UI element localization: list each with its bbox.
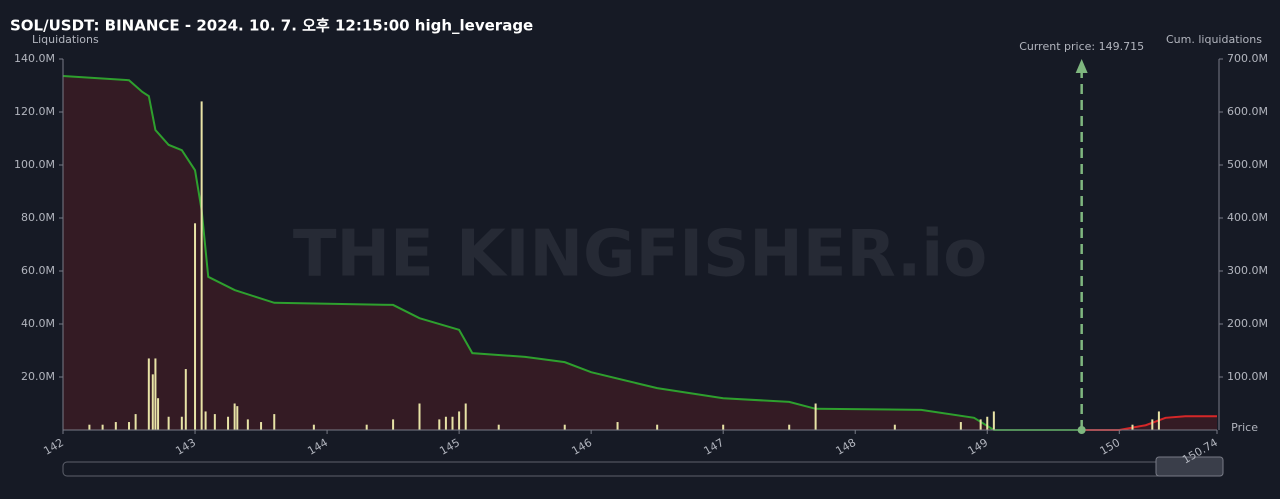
liquidation-bar xyxy=(458,411,461,430)
x-tick-label: 150 xyxy=(1098,436,1123,458)
y-tick-label: 60.0M xyxy=(21,264,55,277)
liquidation-bar xyxy=(814,403,817,430)
y2-tick-label: 700.0M xyxy=(1227,52,1268,65)
liquidation-bar xyxy=(227,416,230,430)
liquidation-bar xyxy=(365,424,368,430)
current-price-arrow xyxy=(1075,59,1088,73)
liquidation-bar xyxy=(722,424,725,430)
cum-area xyxy=(1081,416,1217,430)
plot-area xyxy=(62,74,1217,431)
liquidation-bar xyxy=(992,411,995,430)
x-tick-label: 143 xyxy=(173,436,198,458)
scroll-handle[interactable] xyxy=(1155,456,1224,477)
liquidation-bar xyxy=(1157,411,1160,430)
scrollbar[interactable] xyxy=(62,461,1224,477)
liquidation-bar xyxy=(101,424,104,430)
x-tick-label: 147 xyxy=(701,436,726,458)
liquidation-bar xyxy=(167,416,170,430)
current-price-label: Current price: 149.715 xyxy=(1019,40,1144,53)
liquidation-bar xyxy=(392,419,395,430)
liquidation-bar xyxy=(134,414,137,430)
y2-tick-label: 300.0M xyxy=(1227,264,1268,277)
y-tick-label: 140.0M xyxy=(14,52,55,65)
liquidation-bar xyxy=(438,419,441,430)
liquidation-bar xyxy=(451,416,454,430)
liquidation-bar xyxy=(246,419,249,430)
x-tick-label: 149 xyxy=(966,436,991,458)
liquidation-bar xyxy=(788,424,791,430)
x-tick-label: 148 xyxy=(834,436,859,458)
liquidation-bar xyxy=(200,101,203,431)
liquidation-bar xyxy=(444,416,447,430)
liquidation-bar xyxy=(464,403,467,430)
liquidation-bar xyxy=(236,406,239,430)
watermark: THE KINGFISHER.io xyxy=(293,218,987,292)
liquidation-bar xyxy=(213,414,216,430)
liquidation-bar xyxy=(194,223,197,430)
liquidation-bar xyxy=(979,419,982,430)
liquidation-bar xyxy=(1131,424,1134,430)
liquidation-bar xyxy=(1151,419,1154,430)
liquidation-bar xyxy=(184,369,187,430)
y-tick-label: 100.0M xyxy=(14,158,55,171)
x-tick-label: 142 xyxy=(41,436,66,458)
liquidation-bar xyxy=(273,414,276,430)
liquidation-bar xyxy=(616,422,619,430)
x-tick-label: 146 xyxy=(569,436,594,458)
liquidation-bar xyxy=(986,416,989,430)
liquidation-bar xyxy=(312,424,315,430)
liquidation-bar xyxy=(154,358,157,430)
liquidation-bar xyxy=(656,424,659,430)
liquidation-bar xyxy=(418,403,421,430)
y2-tick-label: 400.0M xyxy=(1227,211,1268,224)
liquidation-bar xyxy=(151,374,154,430)
liquidation-bar xyxy=(497,424,500,430)
current-price-value: 149.715 xyxy=(1099,40,1145,53)
y2-axis-title: Cum. liquidations xyxy=(1166,33,1262,46)
cum-line xyxy=(62,74,1082,431)
liquidation-bar xyxy=(959,422,962,430)
x-tick-label: 144 xyxy=(305,436,330,458)
liquidation-bar xyxy=(204,411,207,430)
liquidation-bar xyxy=(260,422,263,430)
x-axis-title: Price xyxy=(1231,421,1258,434)
liquidation-bar xyxy=(114,422,117,430)
y2-tick-label: 600.0M xyxy=(1227,105,1268,118)
liquidation-bar xyxy=(233,403,236,430)
y-tick-label: 20.0M xyxy=(21,370,55,383)
current-price-dot xyxy=(1077,426,1086,434)
liquidation-bar xyxy=(180,416,183,430)
liquidation-bar xyxy=(893,424,896,430)
x-tick-label: 145 xyxy=(437,436,462,458)
y-axis-title: Liquidations xyxy=(32,33,99,46)
y2-tick-label: 500.0M xyxy=(1227,158,1268,171)
y-tick-label: 80.0M xyxy=(21,211,55,224)
y-tick-label: 120.0M xyxy=(14,105,55,118)
cum-area xyxy=(63,75,1082,431)
liquidation-bar xyxy=(88,424,91,430)
chart-title: SOL/USDT: BINANCE - 2024. 10. 7. 오후 12:1… xyxy=(10,17,533,35)
liquidation-bar xyxy=(157,398,160,430)
liquidation-bar xyxy=(128,422,131,430)
liquidation-bar xyxy=(563,424,566,430)
y-tick-label: 40.0M xyxy=(21,317,55,330)
y2-tick-label: 100.0M xyxy=(1227,370,1268,383)
annotation-text: Current price: xyxy=(1019,40,1095,53)
liquidation-bar xyxy=(147,358,150,430)
y2-tick-label: 200.0M xyxy=(1227,317,1268,330)
